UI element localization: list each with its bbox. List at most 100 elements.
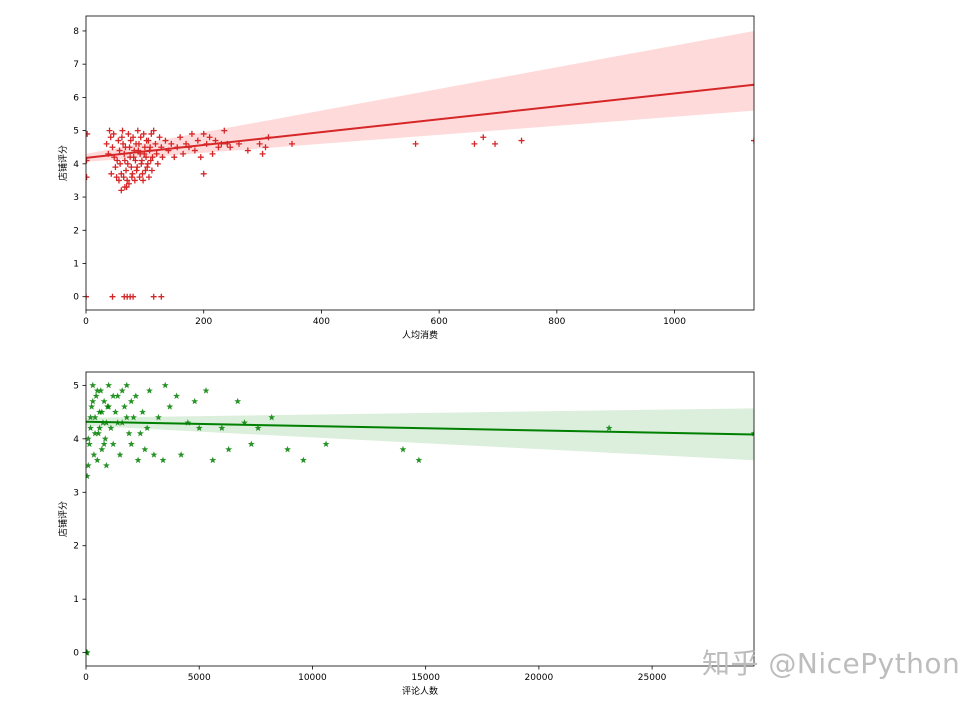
scatter-point: [244, 147, 251, 154]
scatter-point: [100, 397, 108, 405]
scatter-point: [212, 137, 219, 144]
scatter-point: [161, 381, 169, 389]
scatter-point: [168, 140, 175, 147]
scatter-point: [247, 440, 255, 448]
regression-line: [86, 420, 754, 436]
scatter-point: [221, 127, 228, 134]
scatter-point: [109, 392, 117, 399]
chart-bottom-reviews-vs-rating: 0 5000 10000 15000 20000 25000 0 1 2 3 4 5 评论人数 店铺评分: [57, 371, 755, 697]
scatter-point: [139, 408, 147, 415]
x-tick-label: 0: [83, 317, 89, 327]
scatter-point: [125, 130, 132, 137]
scatter-point: [131, 177, 138, 184]
scatter-point: [91, 429, 99, 437]
scatter-point: [86, 649, 91, 656]
scatter-point: [268, 413, 276, 421]
scatter-point: [117, 160, 124, 167]
scatter-point: [96, 424, 104, 432]
scatter-point: [123, 381, 131, 389]
scatter-point: [200, 170, 207, 177]
scatter-point: [86, 472, 91, 480]
scatter-point: [159, 154, 166, 161]
scatter-point: [480, 134, 487, 141]
scatter-point: [134, 456, 142, 464]
scatter-point: [136, 174, 143, 181]
scatter-point: [123, 413, 131, 421]
y-tick-label: 7: [73, 60, 79, 70]
scatter-point: [166, 403, 174, 410]
scatter-point: [121, 184, 128, 191]
scatter-point: [91, 413, 99, 421]
watermark-text: 知乎 @NicePython: [702, 647, 961, 680]
x-axis-label: 评论人数: [402, 685, 438, 697]
scatter-point: [218, 424, 226, 432]
regression-line: [86, 83, 754, 159]
scatter-point: [412, 140, 419, 147]
scatter-point: [105, 403, 113, 410]
scatter-point: [121, 403, 128, 410]
scatter-point: [89, 397, 97, 405]
scatter-point: [130, 154, 137, 161]
scatter-point: [133, 140, 140, 147]
x-tick-label: 10000: [298, 673, 327, 683]
scatter-point: [132, 157, 139, 164]
scatter-point: [209, 150, 216, 157]
scatter-point: [227, 144, 234, 151]
scatter-point: [127, 137, 134, 144]
scatter-point: [173, 392, 180, 399]
scatter-point: [195, 424, 203, 432]
scatter-point: [98, 445, 106, 453]
scatter-point: [86, 293, 89, 300]
scatter-point: [97, 387, 105, 394]
scatter-point: [118, 134, 125, 141]
scatter-point: [751, 137, 754, 144]
scatter-point: [118, 170, 125, 177]
scatter-point: [127, 440, 135, 448]
scatter-point: [121, 157, 128, 164]
scatter-point: [102, 461, 110, 469]
scatter-point: [124, 177, 131, 184]
scatter-point: [202, 387, 210, 394]
scatter-point: [159, 456, 167, 464]
scatter-point: [112, 408, 119, 415]
scatter-point: [322, 440, 330, 448]
x-tick-label: 15000: [411, 673, 440, 683]
x-axis-label: 人均消费: [402, 329, 438, 341]
scatter-point: [109, 440, 117, 448]
scatter-point: [87, 413, 94, 421]
scatter-point: [177, 134, 184, 141]
scatter-point: [120, 174, 127, 181]
scatter-point: [284, 445, 291, 453]
scatter-point: [153, 150, 160, 157]
scatter-point: [188, 130, 195, 137]
y-axis-label: 店铺评分: [57, 145, 69, 181]
scatter-point: [254, 424, 262, 432]
scatter-point: [206, 134, 213, 141]
chart-top-consumption-vs-rating: 0 200 400 600 800 1000 0 1 2 3 4 5 6 7 8 人均消费 店铺评分: [57, 15, 755, 341]
scatter-point: [288, 140, 295, 147]
y-tick-label: 6: [73, 93, 79, 103]
scatter-point: [259, 150, 266, 157]
x-tick-label: 25000: [638, 673, 667, 683]
points: [86, 381, 754, 656]
scatter-point: [116, 147, 123, 154]
scatter-point: [262, 144, 269, 151]
scatter-point: [114, 392, 122, 399]
scatter-point: [241, 419, 248, 426]
scatter-point: [116, 451, 124, 458]
scatter-point: [415, 456, 423, 464]
scatter-point: [134, 127, 141, 134]
x-tick-label: 5000: [188, 673, 211, 683]
y-tick-label: 2: [73, 226, 79, 236]
scatter-point: [177, 451, 185, 458]
scatter-point: [150, 451, 158, 458]
scatter-point: [86, 435, 92, 442]
scatter-point: [141, 144, 148, 151]
scatter-point: [115, 177, 122, 184]
scatter-point: [103, 140, 110, 147]
scatter-point: [140, 177, 147, 184]
scatter-point: [114, 157, 121, 164]
y-tick-label: 1: [73, 595, 79, 605]
scatter-point: [154, 160, 161, 167]
scatter-point: [150, 127, 157, 134]
